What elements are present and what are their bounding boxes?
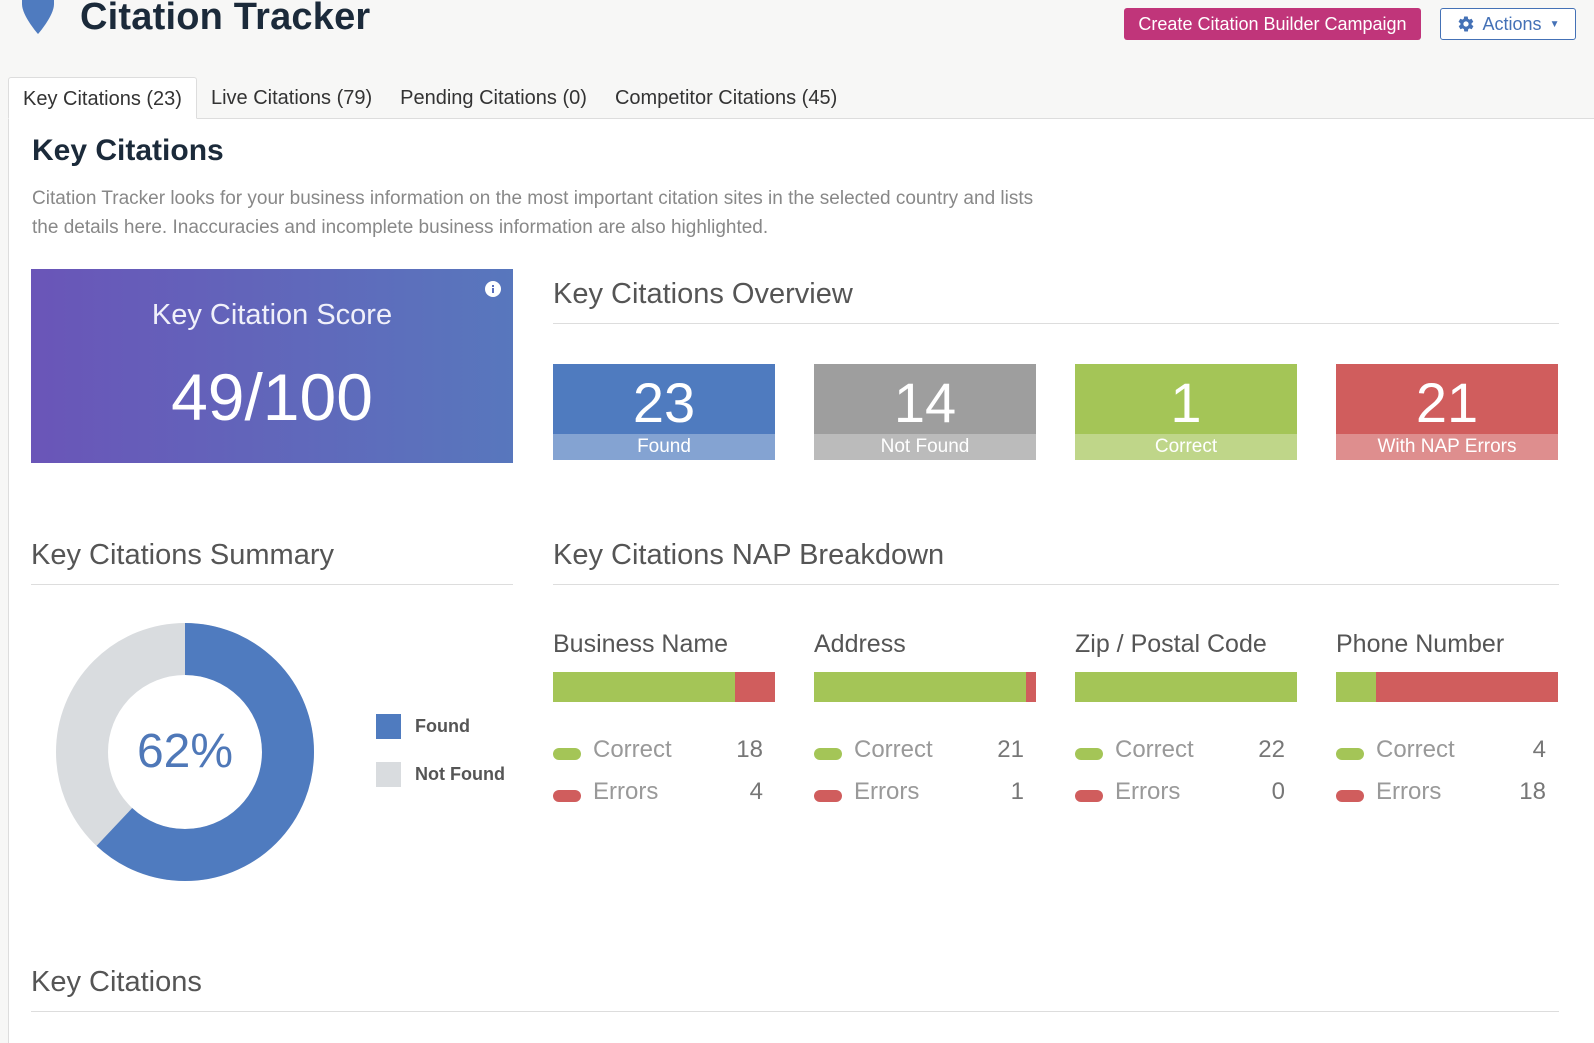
nap-bar-errors [1376, 672, 1558, 702]
errors-count: 18 [1519, 778, 1546, 805]
legend-item-not-found: Not Found [376, 762, 505, 787]
nap-column-title: Phone Number [1336, 630, 1505, 658]
nap-column-address: Address Correct 21 Errors 1 [814, 630, 1036, 816]
actions-label: Actions [1482, 13, 1542, 34]
correct-label: Correct [593, 736, 672, 763]
tab-panel [8, 118, 1594, 1043]
score-label: Key Citation Score [151, 299, 393, 331]
page-description: Citation Tracker looks for your business… [32, 188, 1034, 238]
stat-card-correct[interactable]: 1 Correct [1075, 364, 1297, 460]
correct-count: 22 [1258, 736, 1285, 763]
correct-label: Correct [1115, 736, 1194, 763]
app-header: Citation Tracker Create Citation Builder… [0, 0, 1594, 72]
donut-percent-label: 62% [136, 725, 234, 778]
nap-divider [553, 584, 1559, 585]
summary-donut-chart: 62% [56, 623, 314, 881]
tab-key-citations[interactable]: Key Citations (23) [8, 77, 197, 119]
stat-card-found[interactable]: 23 Found [553, 364, 775, 460]
legend-swatch-not-found [376, 762, 401, 787]
stat-label: Correct [1075, 434, 1297, 460]
nap-column-title: Business Name [553, 630, 729, 658]
legend-label: Found [415, 716, 470, 736]
donut-found-arc [56, 623, 314, 881]
stat-label: Found [553, 434, 775, 460]
nap-bar [814, 672, 1036, 702]
summary-divider [31, 584, 513, 585]
legend-swatch-found [376, 714, 401, 739]
errors-count: 1 [1010, 778, 1024, 805]
gear-icon [1458, 16, 1473, 32]
nap-column-title: Zip / Postal Code [1075, 630, 1267, 658]
key-citations-list-title: Key Citations [31, 966, 202, 998]
nap-bar-errors [734, 672, 775, 702]
stat-value: 1 [1170, 371, 1202, 434]
correct-pill-icon [553, 748, 581, 760]
error-pill-icon [1336, 790, 1364, 802]
error-pill-icon [553, 790, 581, 802]
nap-column-zip-code: Zip / Postal Code Correct 22 Errors 0 [1075, 630, 1297, 816]
tab-live-citations[interactable]: Live Citations (79) [210, 87, 373, 109]
errors-count: 4 [749, 778, 763, 805]
stat-label: With NAP Errors [1336, 434, 1558, 460]
nap-errors-row: Errors 1 [814, 774, 1036, 816]
errors-label: Errors [1376, 778, 1442, 805]
stat-card-nap-errors[interactable]: 21 With NAP Errors [1336, 364, 1558, 460]
stat-label: Not Found [814, 434, 1036, 460]
legend-label: Not Found [415, 764, 505, 784]
errors-label: Errors [854, 778, 920, 805]
error-pill-icon [814, 790, 842, 802]
errors-count: 0 [1271, 778, 1285, 805]
nap-correct-row: Correct 18 [553, 732, 775, 774]
page-title: Key Citations [32, 134, 224, 167]
nap-column-title: Address [814, 630, 906, 658]
correct-count: 21 [997, 736, 1024, 763]
correct-count: 4 [1532, 736, 1546, 763]
citation-tabs: Key Citations (23) Live Citations (79) P… [8, 77, 851, 119]
info-icon[interactable] [485, 281, 501, 297]
score-value: 49/100 [171, 360, 373, 434]
list-divider [31, 1011, 1559, 1012]
nap-bar-errors [1025, 672, 1036, 702]
nap-errors-row: Errors 4 [553, 774, 775, 816]
stat-value: 21 [1415, 371, 1479, 434]
correct-label: Correct [854, 736, 933, 763]
stat-value: 14 [893, 371, 957, 434]
correct-pill-icon [814, 748, 842, 760]
nap-bar [1336, 672, 1558, 702]
app-title: Citation Tracker [80, 0, 371, 38]
nap-bar [1075, 672, 1297, 702]
create-campaign-button[interactable]: Create Citation Builder Campaign [1124, 8, 1421, 40]
nap-bar [553, 672, 775, 702]
stat-value: 23 [632, 371, 696, 434]
nap-column-business-name: Business Name Correct 18 Errors 4 [553, 630, 775, 816]
location-pin-icon [22, 0, 54, 34]
overview-divider [553, 323, 1559, 324]
overview-title: Key Citations Overview [553, 278, 853, 310]
nap-correct-row: Correct 4 [1336, 732, 1558, 774]
tab-pending-citations[interactable]: Pending Citations (0) [400, 87, 587, 109]
errors-label: Errors [1115, 778, 1181, 805]
correct-label: Correct [1376, 736, 1455, 763]
nap-breakdown-title: Key Citations NAP Breakdown [553, 539, 945, 571]
tab-competitor-citations[interactable]: Competitor Citations (45) [614, 87, 838, 109]
nap-errors-row: Errors 18 [1336, 774, 1558, 816]
actions-dropdown-button[interactable]: Actions ▼ [1440, 8, 1576, 40]
correct-pill-icon [1336, 748, 1364, 760]
nap-column-phone-number: Phone Number Correct 4 Errors 18 [1336, 630, 1558, 816]
donut-svg [56, 623, 314, 881]
nap-correct-row: Correct 21 [814, 732, 1036, 774]
summary-title: Key Citations Summary [31, 539, 334, 571]
nap-errors-row: Errors 0 [1075, 774, 1297, 816]
correct-pill-icon [1075, 748, 1103, 760]
error-pill-icon [1075, 790, 1103, 802]
correct-count: 18 [736, 736, 763, 763]
caret-down-icon: ▼ [1549, 18, 1560, 30]
key-citation-score-card: Key Citation Score 49/100 [31, 269, 513, 463]
nap-correct-row: Correct 22 [1075, 732, 1297, 774]
stat-card-not-found[interactable]: 14 Not Found [814, 364, 1036, 460]
errors-label: Errors [593, 778, 659, 805]
legend-item-found: Found [376, 714, 470, 739]
